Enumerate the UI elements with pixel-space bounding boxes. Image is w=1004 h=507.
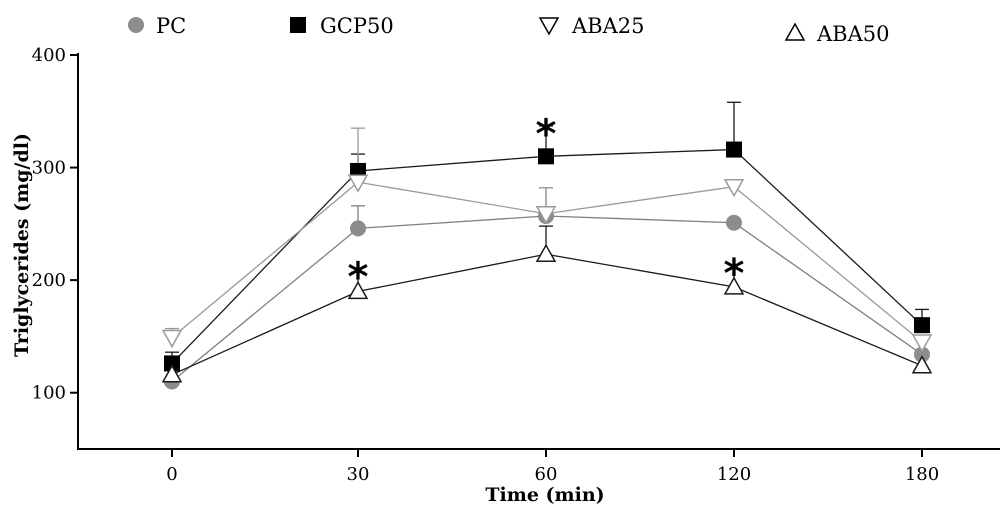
- series-line-aba50: [171, 253, 923, 376]
- marker-gcp50: [726, 141, 742, 158]
- marker-aba25: [911, 334, 933, 353]
- marker-pc: [350, 220, 366, 237]
- legend-marker-gcp50: [290, 17, 306, 33]
- legend: PC GCP50 ABA25 ABA50: [128, 14, 890, 46]
- series-line-pc: [171, 215, 923, 382]
- x-tick-label: 180: [905, 464, 939, 485]
- marker-aba50: [161, 364, 183, 383]
- marker-gcp50: [164, 355, 180, 372]
- marker-aba50: [347, 280, 369, 300]
- marker-aba50: [723, 276, 745, 295]
- marker-aba50: [911, 355, 933, 374]
- x-tick-label: 60: [535, 464, 558, 485]
- significance-star: *: [348, 255, 369, 301]
- series-lines: [171, 148, 923, 382]
- y-tick-label: 100: [32, 383, 66, 404]
- marker-gcp50: [538, 148, 554, 165]
- marker-aba25: [535, 205, 557, 225]
- legend-label-pc: PC: [156, 14, 186, 38]
- x-axis-title: Time (min): [485, 484, 604, 506]
- marker-aba25: [161, 329, 183, 349]
- y-tick-label: 400: [32, 45, 66, 66]
- y-tick-label: 300: [32, 158, 66, 179]
- x-tick-label: 30: [347, 464, 370, 485]
- legend-marker-aba25: [538, 17, 560, 36]
- significance-star: *: [724, 251, 745, 297]
- legend-marker-pc: [128, 17, 144, 33]
- legend-marker-aba50: [784, 22, 806, 41]
- marker-aba25: [723, 178, 745, 198]
- marker-pc: [726, 214, 742, 231]
- legend-label-gcp50: GCP50: [320, 14, 394, 38]
- marker-pc: [914, 346, 930, 363]
- marker-aba50: [535, 243, 557, 263]
- y-tick-label: 200: [32, 270, 66, 291]
- legend-label-aba50: ABA50: [816, 22, 890, 46]
- axes: [77, 53, 1000, 450]
- data-markers: [161, 141, 933, 390]
- marker-gcp50: [914, 317, 930, 334]
- y-ticks: 100 200 300 400: [32, 45, 78, 404]
- marker-aba25: [347, 174, 369, 193]
- significance-star: *: [536, 112, 557, 158]
- y-axis-title: Triglycerides (mg/dl): [11, 133, 33, 357]
- significance-annotations: * * *: [348, 112, 745, 301]
- x-ticks: 0 30 60 120 180: [166, 449, 939, 485]
- x-tick-label: 0: [166, 464, 177, 485]
- legend-label-aba25: ABA25: [571, 14, 645, 38]
- x-tick-label: 120: [717, 464, 751, 485]
